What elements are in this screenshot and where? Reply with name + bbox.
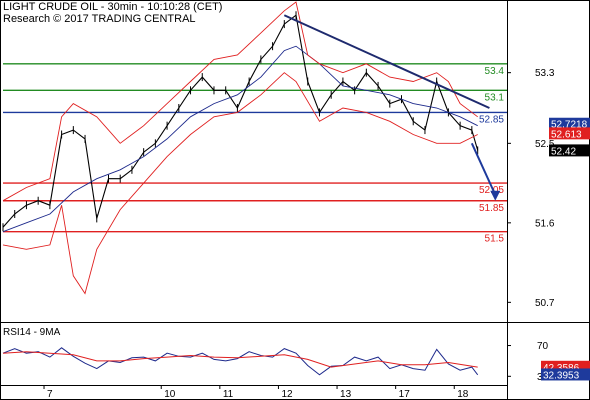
level-label-2: 52.85 (479, 114, 504, 125)
price-tag-bg-0 (549, 117, 590, 130)
x-tick-label-1: 10 (164, 389, 176, 400)
rsi-tag-label-0: 42.3586 (543, 363, 580, 374)
price-tag-label-0: 52.7218 (551, 120, 588, 131)
projection-arrow-head (490, 190, 501, 201)
x-tick-label-6: 18 (457, 389, 469, 400)
level-label-3: 52.05 (479, 185, 504, 196)
level-label-4: 51.85 (479, 203, 504, 214)
rsi-tag-label-1: 32.3953 (543, 370, 580, 381)
price-y-tick-label-0: 53.3 (535, 68, 555, 79)
rsi-tag-bg-1 (541, 368, 590, 381)
chart-copyright: Research © 2017 TRADING CENTRAL (3, 13, 196, 25)
chart-title: LIGHT CRUDE OIL - 30min - 10:10:28 (CET) (3, 1, 223, 13)
price-series-bollinger-upper (2, 1, 478, 202)
x-tick-label-2: 11 (223, 389, 234, 400)
resistance-trendline (283, 14, 490, 109)
rsi-series-1 (2, 351, 478, 368)
rsi-y-tick-label-0: 70 (537, 341, 549, 352)
x-tick-label-3: 12 (281, 389, 293, 400)
level-label-1: 53.1 (485, 92, 505, 103)
level-label-0: 53.4 (485, 66, 505, 77)
price-tag-label-2: 52.42 (551, 146, 576, 157)
price-series-price (2, 14, 479, 228)
rsi-panel-title: RSI14 - 9MA (3, 327, 61, 338)
price-tag-label-1: 52.613 (551, 129, 582, 140)
projection-arrow-shaft (470, 142, 497, 196)
price-y-tick-label-1: 52.5 (535, 139, 555, 150)
x-tick-label-5: 17 (399, 389, 411, 400)
rsi-series-0 (2, 347, 479, 376)
x-tick-label-0: 7 (47, 389, 53, 400)
price-y-tick-label-2: 51.6 (535, 218, 555, 229)
x-tick-label-4: 13 (340, 389, 352, 400)
level-label-5: 51.5 (485, 234, 505, 245)
price-series-moving-average (2, 45, 478, 233)
price-tag-bg-2 (549, 144, 590, 157)
price-series-bollinger-lower (2, 72, 478, 295)
price-y-tick-label-3: 50.7 (535, 298, 555, 309)
price-tag-bg-1 (549, 127, 590, 140)
